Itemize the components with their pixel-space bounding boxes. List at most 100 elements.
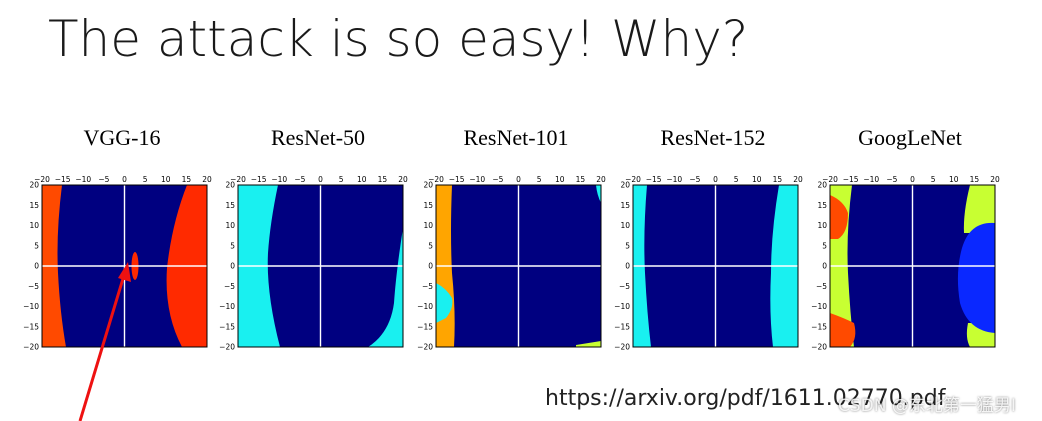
x-tick-label: 15 [378, 175, 388, 184]
y-tick-label: 5 [822, 241, 827, 250]
x-tick-label: 10 [949, 175, 959, 184]
x-tick-label: −5 [689, 175, 700, 184]
x-tick-label: −15 [843, 175, 859, 184]
y-tick-label: −20 [811, 343, 827, 352]
y-tick-label: 20 [423, 181, 433, 190]
y-tick-label: 15 [225, 201, 235, 210]
y-tick-label: 10 [620, 221, 630, 230]
x-tick-label: −5 [886, 175, 897, 184]
y-tick-label: 10 [817, 221, 827, 230]
x-tick-label: 5 [339, 175, 344, 184]
x-tick-label: −10 [469, 175, 485, 184]
decision-region-plot: −20 −15 −10 −5 0 5 10 15 20 20 15 10 5 0 −5 −10 −15 −20 [417, 175, 606, 352]
y-tick-label: 20 [225, 181, 235, 190]
y-tick-label: 0 [34, 262, 39, 271]
y-tick-label: 0 [230, 262, 235, 271]
panel-title: ResNet-152 [660, 125, 766, 150]
x-tick-label: −20 [625, 175, 641, 184]
x-tick-label: 20 [990, 175, 1000, 184]
x-tick-label: 0 [122, 175, 127, 184]
y-tick-label: −5 [28, 282, 39, 291]
x-tick-label: −5 [294, 175, 305, 184]
x-tick-label: −20 [230, 175, 246, 184]
y-tick-label: 5 [428, 241, 433, 250]
x-tick-label: −15 [251, 175, 267, 184]
x-tick-label: −5 [98, 175, 109, 184]
panel-resnet50: ResNet-50 −20 −15 −10 −5 0 5 10 15 20 20 15 10 5 0 −5−… [218, 125, 418, 355]
y-tick-label: 15 [423, 201, 433, 210]
x-tick-label: 15 [970, 175, 980, 184]
x-tick-label: 0 [713, 175, 718, 184]
x-tick-label: −15 [449, 175, 465, 184]
y-tick-label: 10 [29, 221, 39, 230]
x-tick-label: 10 [555, 175, 565, 184]
x-tick-label: 15 [576, 175, 586, 184]
y-tick-label: 20 [817, 181, 827, 190]
y-tick-label: −10 [811, 302, 827, 311]
y-tick-label: 5 [34, 241, 39, 250]
x-tick-label: −5 [492, 175, 503, 184]
y-tick-label: 20 [620, 181, 630, 190]
y-tick-label: −5 [422, 282, 433, 291]
x-tick-label: 5 [537, 175, 542, 184]
y-tick-label: 15 [817, 201, 827, 210]
x-tick-label: −10 [666, 175, 682, 184]
y-tick-label: −5 [619, 282, 630, 291]
y-tick-label: −10 [23, 302, 39, 311]
decision-region-plot: −20 −15 −10 −5 0 5 10 15 20 20 15 10 5 0 −5 −10 −15 −20 [811, 175, 1000, 352]
x-tick-label: 10 [357, 175, 367, 184]
y-tick-label: 20 [29, 181, 39, 190]
x-tick-label: −20 [428, 175, 444, 184]
y-tick-label: 10 [225, 221, 235, 230]
y-tick-label: 0 [822, 262, 827, 271]
panel-vgg16: VGG-16 −20 −15 −10 −5 0 5 10 15 20 20 15 10 5 0 −5 −10−… [22, 125, 222, 355]
x-tick-label: 5 [931, 175, 936, 184]
x-tick-label: −10 [271, 175, 287, 184]
y-tick-label: 0 [625, 262, 630, 271]
y-tick-label: −15 [23, 322, 39, 331]
panel-title: ResNet-50 [270, 125, 366, 150]
decision-region-plot: −20 −15 −10 −5 0 5 10 15 20 20 15 10 5 0 −5 −10 −15 −20 [23, 175, 212, 352]
panel-title: ResNet-101 [463, 125, 569, 150]
x-tick-label: −10 [863, 175, 879, 184]
y-tick-label: −10 [417, 302, 433, 311]
x-tick-label: 15 [182, 175, 192, 184]
x-tick-label: 10 [161, 175, 171, 184]
x-tick-label: −20 [822, 175, 838, 184]
decision-region-plot: −20 −15 −10 −5 0 5 10 15 20 20 15 10 5 0 −5 −10 −15 −20 [219, 175, 408, 352]
x-tick-label: 20 [596, 175, 606, 184]
y-tick-label: −15 [811, 322, 827, 331]
y-tick-label: −10 [614, 302, 630, 311]
x-tick-label: −15 [55, 175, 71, 184]
y-tick-label: 10 [423, 221, 433, 230]
panel-title: GoogLeNet [858, 125, 962, 150]
panel-googlenet: GoogLeNet −20 −15 −10 −5 0 5 10 15 20 20 15 10 5 0 −5−… [810, 125, 1010, 355]
y-tick-label: −15 [417, 322, 433, 331]
decision-region-plot: −20 −15 −10 −5 0 5 10 15 20 20 15 10 5 0 −5 −10 −15 −20 [614, 175, 803, 352]
x-tick-label: 10 [752, 175, 762, 184]
y-tick-label: −20 [23, 343, 39, 352]
y-tick-label: −5 [224, 282, 235, 291]
x-tick-label: −15 [646, 175, 662, 184]
y-tick-label: 0 [428, 262, 433, 271]
x-tick-label: 0 [318, 175, 323, 184]
panel-title: VGG-16 [83, 125, 161, 150]
x-tick-label: 15 [773, 175, 783, 184]
y-tick-label: 15 [620, 201, 630, 210]
x-tick-label: 5 [143, 175, 148, 184]
watermark: CSDN @东北第一猛男I [838, 396, 1016, 416]
y-tick-label: −5 [816, 282, 827, 291]
x-tick-label: 5 [734, 175, 739, 184]
panel-resnet152: ResNet-152 −20 −15 −10 −5 0 5 10 15 20 20 15 10 5 0 −5… [613, 125, 813, 355]
x-tick-label: 20 [202, 175, 212, 184]
y-tick-label: 5 [230, 241, 235, 250]
x-tick-label: 20 [793, 175, 803, 184]
y-tick-label: 15 [29, 201, 39, 210]
y-tick-label: −20 [219, 343, 235, 352]
x-tick-label: −10 [75, 175, 91, 184]
x-tick-label: 0 [516, 175, 521, 184]
source-url: https://arxiv.org/pdf/1611.02770.pdf [545, 386, 946, 411]
y-tick-label: −15 [219, 322, 235, 331]
slide-title: The attack is so easy! Why? [48, 10, 749, 68]
y-tick-label: 5 [625, 241, 630, 250]
